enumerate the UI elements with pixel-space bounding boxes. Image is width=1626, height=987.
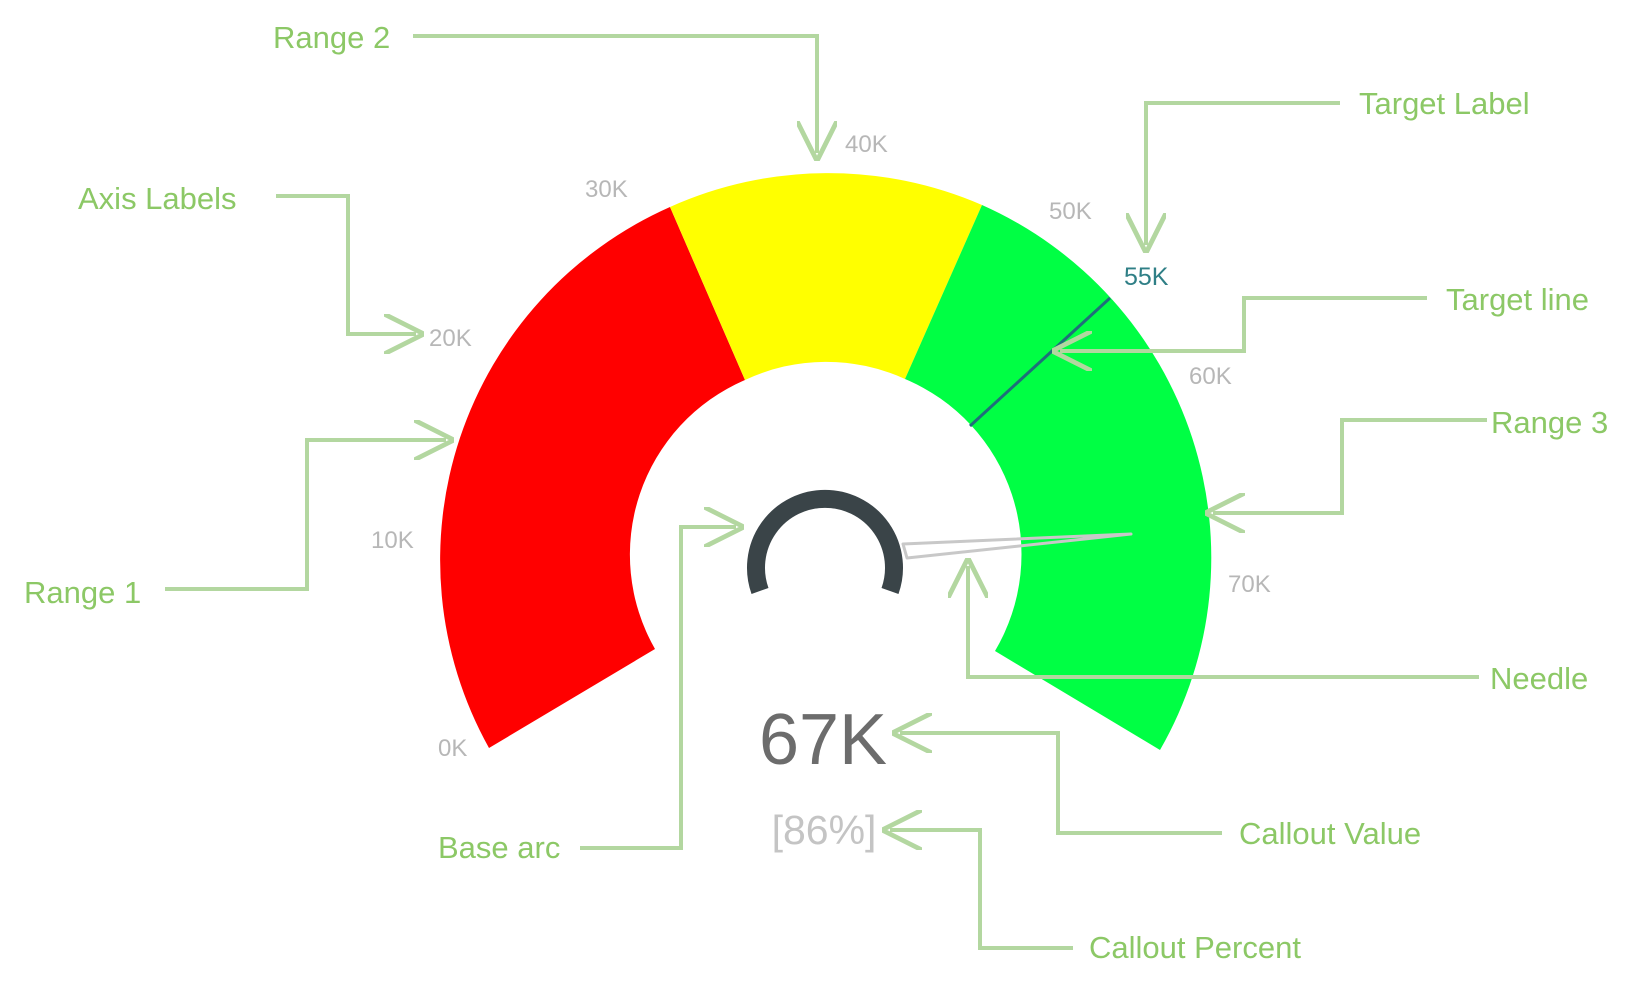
annotation-arrows (165, 34, 1487, 950)
callout-callout-percent: Callout Percent (1089, 930, 1301, 965)
axis-label-10k: 10K (371, 527, 414, 554)
callout-value: 67K (759, 700, 887, 780)
range-2-segment (670, 173, 982, 380)
gauge: 0K 10K 20K 30K 40K 50K 60K 70K 55K 67K [… (371, 131, 1271, 853)
axis-label-40k: 40K (845, 131, 888, 158)
axis-labels-arrow (276, 194, 416, 334)
range-1-segment (440, 207, 745, 748)
range-1-arrow (165, 440, 446, 591)
axis-label-60k: 60K (1189, 363, 1232, 390)
range-3-segment (905, 205, 1212, 750)
axis-label-30k: 30K (585, 176, 628, 203)
needle-arrow (968, 566, 1479, 679)
target-line-arrow (1060, 296, 1427, 351)
axis-label-0k: 0K (438, 735, 467, 762)
range-3-arrow (1213, 418, 1487, 513)
needle (901, 532, 1133, 560)
callout-target-line: Target line (1446, 282, 1589, 317)
base-arc (747, 489, 903, 595)
callout-target-label: Target Label (1359, 86, 1530, 121)
callout-needle: Needle (1490, 661, 1588, 696)
callout-range-2: Range 2 (273, 20, 390, 55)
callout-callout-value: Callout Value (1239, 816, 1421, 851)
callout-base-arc: Base arc (438, 830, 560, 865)
target-label-arrow (1146, 101, 1340, 245)
axis-label-20k: 20K (429, 325, 472, 352)
range-2-arrow (413, 34, 817, 153)
axis-label-70k: 70K (1228, 571, 1271, 598)
callout-percent-arrow (890, 830, 1073, 950)
callout-value-arrow (900, 733, 1222, 835)
callout-axis-labels: Axis Labels (78, 181, 237, 216)
annotation-labels: Range 2 Target Label Axis Labels Target … (24, 20, 1608, 965)
callout-percent: [86%] (772, 807, 877, 853)
target-line (968, 296, 1112, 428)
target-label: 55K (1124, 263, 1169, 291)
base-arc-arrow (580, 527, 736, 850)
axis-label-50k: 50K (1049, 198, 1092, 225)
callout-range-3: Range 3 (1491, 405, 1608, 440)
callout-range-1: Range 1 (24, 575, 141, 610)
